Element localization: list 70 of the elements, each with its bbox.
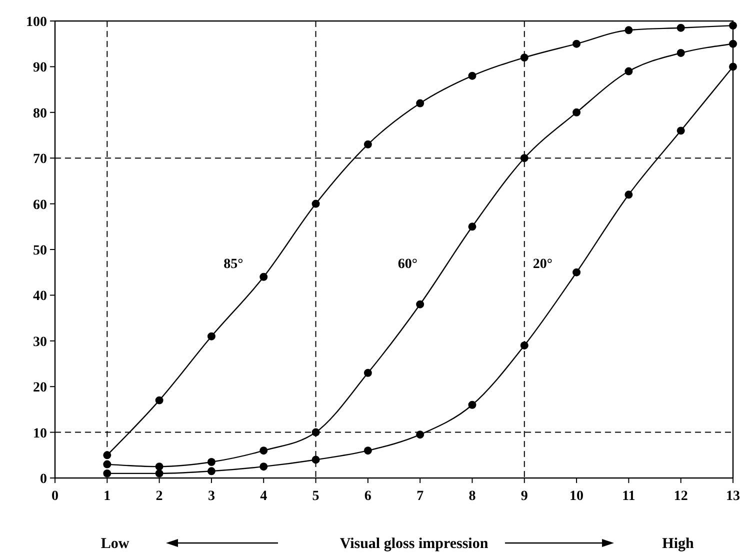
y-tick-label: 30	[33, 334, 47, 350]
point	[520, 54, 528, 62]
x-tick-label: 7	[416, 489, 424, 504]
point	[312, 428, 320, 436]
x-tick-label: 3	[208, 489, 215, 504]
point	[416, 99, 424, 108]
point	[207, 467, 216, 476]
series-label: 20°	[532, 257, 552, 272]
point	[312, 200, 320, 208]
point	[416, 300, 424, 308]
series-label: 60°	[398, 257, 418, 272]
point	[624, 190, 633, 199]
point	[260, 462, 268, 471]
point	[624, 67, 633, 76]
point	[260, 272, 268, 281]
y-tick-label: 70	[33, 152, 47, 168]
x-axis-title: Visual gloss impression	[340, 536, 489, 552]
point	[207, 458, 216, 466]
x-tick-label: 5	[312, 489, 320, 504]
x-tick-label: 2	[156, 489, 163, 504]
point	[416, 430, 424, 439]
text: High	[662, 536, 694, 552]
y-tick-label: 0	[40, 472, 47, 487]
point	[676, 49, 685, 57]
point	[364, 446, 372, 455]
series-label: 85°	[224, 257, 244, 272]
point	[729, 22, 737, 30]
point	[207, 332, 216, 340]
x-tick-label: 0	[52, 489, 58, 504]
point	[572, 268, 581, 276]
y-tick-label: 80	[33, 106, 47, 122]
point	[468, 222, 476, 231]
point	[676, 24, 685, 32]
x-tick-label: 12	[674, 489, 688, 504]
point	[312, 456, 320, 464]
point	[624, 26, 633, 34]
point	[155, 396, 164, 404]
point	[572, 40, 581, 48]
x-tick-label: 1	[104, 489, 111, 504]
point	[572, 108, 581, 116]
y-tick-label: 50	[33, 244, 47, 258]
x-tick-label: 6	[364, 489, 372, 504]
point	[103, 451, 112, 460]
y-tick-label: 60	[33, 198, 47, 213]
y-tick-label: 10	[33, 426, 47, 442]
x-tick-label: 13	[726, 489, 740, 504]
y-tick-label: 40	[33, 289, 47, 304]
y-tick-label: 90	[33, 60, 47, 76]
y-tick-label: 100	[26, 15, 47, 30]
point	[520, 154, 528, 162]
x-tick-label: 9	[520, 489, 528, 504]
point	[676, 126, 685, 135]
y-tick-label: 20	[33, 380, 47, 396]
point	[155, 462, 164, 471]
x-tick-label: 10	[570, 489, 584, 504]
point	[468, 72, 476, 80]
point	[364, 140, 372, 148]
point	[468, 400, 476, 409]
x-tick-label: 8	[468, 489, 476, 504]
point	[103, 469, 112, 478]
point	[729, 40, 737, 48]
x-tick-label: 11	[622, 489, 636, 504]
point	[260, 446, 268, 455]
text: Low	[100, 536, 130, 552]
point	[155, 469, 164, 478]
point	[729, 62, 737, 71]
point	[364, 368, 372, 377]
x-tick-label: 4	[260, 489, 268, 504]
point	[520, 341, 528, 350]
point	[103, 460, 112, 468]
